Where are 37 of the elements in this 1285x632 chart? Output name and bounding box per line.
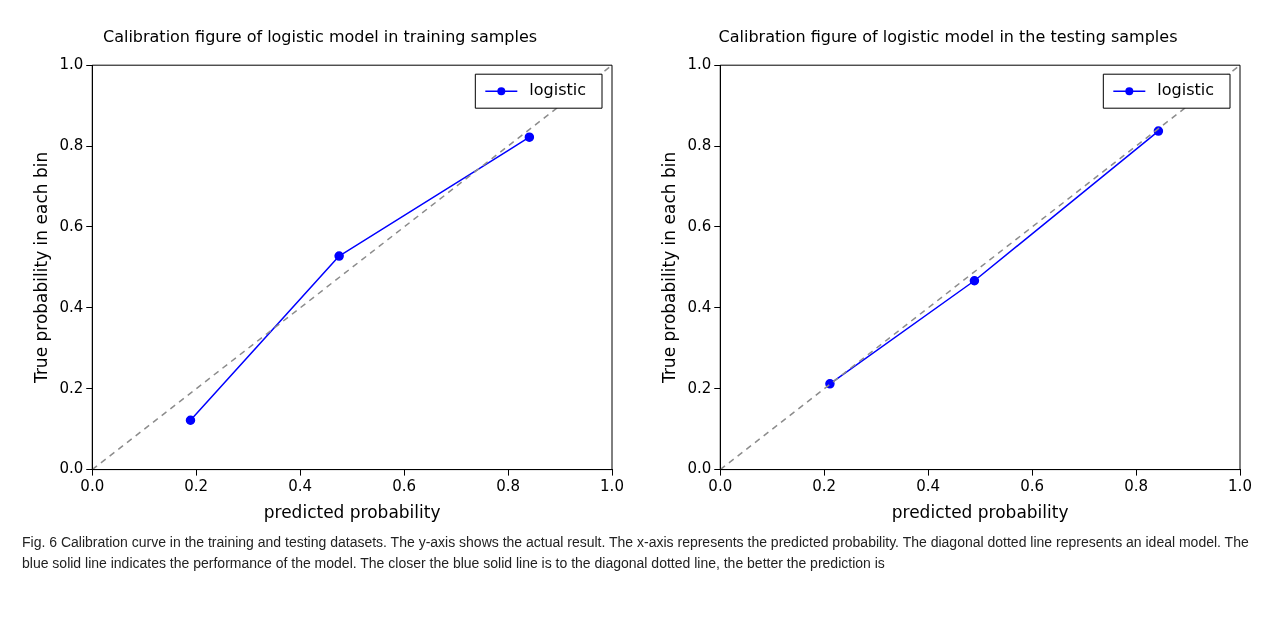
x-tick-label: 0.8 xyxy=(1124,477,1148,496)
point xyxy=(969,276,980,286)
x-tick-label: 1.0 xyxy=(1228,477,1252,496)
y-tick-label: 0.2 xyxy=(59,378,84,397)
y-tick-label: 0.0 xyxy=(687,459,712,478)
y-tick-label: 0.8 xyxy=(59,135,84,154)
x-tick-label: 0.6 xyxy=(1020,477,1045,496)
point xyxy=(185,415,196,426)
x-tick-label: 0.0 xyxy=(80,477,105,496)
point xyxy=(524,132,535,142)
y-tick-label: 0.6 xyxy=(59,216,84,235)
legend-label: logistic xyxy=(529,80,586,100)
x-tick-label: 0.0 xyxy=(708,477,733,496)
y-tick-label: 0.2 xyxy=(687,378,712,397)
chart-title: Calibration figure of logistic model in training samples xyxy=(102,26,538,46)
x-tick-label: 0.6 xyxy=(392,477,417,496)
y-tick-label: 1.0 xyxy=(59,55,84,74)
x-tick-label: 0.2 xyxy=(184,477,209,496)
y-axis-title: True probability in each bin xyxy=(658,151,679,385)
legend-label: logistic xyxy=(1157,80,1214,100)
y-tick-label: 0.8 xyxy=(687,135,712,154)
x-tick-label: 0.8 xyxy=(496,477,520,496)
chart-title: Calibration figure of logistic model in the testing samples xyxy=(718,26,1178,46)
caption: Fig. 6 Calibration curve in the training and testing datasets. The y-axis shows the actual result. The x-axis represents the predicted probability. The diagonal dotted line represents an ideal model. The blue solid line indicates the performance of the model. The closer the blue solid line is to the diagonal dotted line, the better the prediction is xyxy=(21,533,1250,573)
y-axis-title: True probability in each bin xyxy=(30,151,51,385)
point xyxy=(334,251,344,261)
x-tick-label: 1.0 xyxy=(600,477,624,496)
y-tick-label: 0.4 xyxy=(59,297,84,316)
y-tick-label: 0.0 xyxy=(59,459,84,478)
x-tick-label: 0.4 xyxy=(288,477,313,496)
x-tick-label: 0.4 xyxy=(916,477,941,496)
x-axis-title: predicted probability xyxy=(263,502,441,523)
x-tick-label: 0.2 xyxy=(812,477,837,496)
y-tick-label: 1.0 xyxy=(687,55,712,74)
y-tick-label: 0.6 xyxy=(687,216,712,235)
y-tick-label: 0.4 xyxy=(687,297,712,316)
x-axis-title: predicted probability xyxy=(891,502,1069,523)
